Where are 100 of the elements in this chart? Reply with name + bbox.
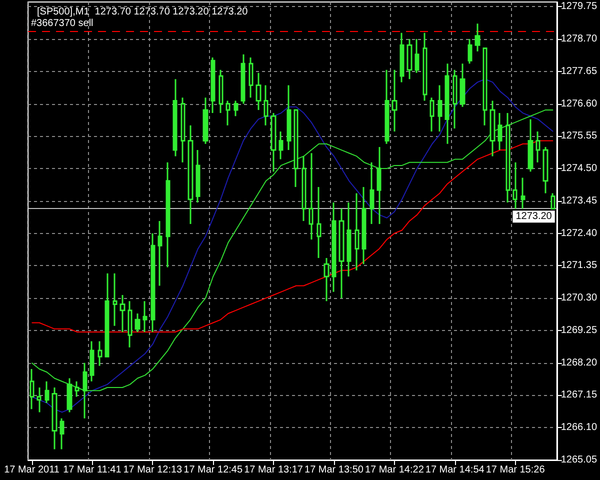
candlestick: [422, 32, 428, 102]
candlestick: [506, 112, 510, 204]
candlestick: [112, 272, 118, 327]
x-tick-label: 17 Mar 13:50: [304, 464, 364, 476]
candlestick: [498, 112, 502, 151]
x-tick-label: 17 Mar 12:45: [184, 464, 243, 476]
candlestick: [542, 146, 548, 194]
candlestick: [376, 146, 382, 225]
candlestick: [392, 69, 398, 132]
line-series: [31, 109, 554, 392]
candlestick: [414, 38, 420, 74]
candlestick: [294, 109, 298, 188]
candlestick: [98, 340, 102, 367]
candlestick: [324, 257, 330, 302]
candlestick: [196, 149, 200, 204]
x-tick-label: 17 Mar 13:17: [244, 464, 304, 476]
y-tick-label: 1266.10: [560, 422, 598, 434]
candlestick: [460, 62, 466, 108]
candlestick: [302, 155, 306, 222]
candlestick: [512, 162, 518, 210]
y-tick-label: 1274.50: [560, 163, 598, 174]
candlestick: [256, 72, 262, 111]
candlestick: [30, 368, 34, 410]
candlestick: [444, 62, 450, 145]
x-tick-label: 17 Mar 11:41: [63, 464, 122, 476]
y-tick-label: 1277.65: [560, 66, 598, 77]
candlestick: [166, 162, 170, 268]
candlestick: [286, 84, 292, 151]
candlestick: [264, 84, 268, 126]
candlestick: [528, 118, 534, 172]
candlestick: [180, 96, 186, 164]
candlestick: [550, 192, 556, 210]
y-tick-label: 1271.35: [560, 260, 598, 272]
candlestick: [104, 272, 110, 358]
candlestick: [66, 378, 72, 413]
candlestick: [370, 162, 374, 225]
candlestick: [188, 124, 194, 225]
candlestick: [362, 186, 366, 265]
y-tick-label: 1273.45: [560, 195, 598, 206]
y-tick-label: 1270.30: [560, 292, 598, 304]
candlestick: [60, 418, 64, 450]
candlestick: [452, 69, 458, 130]
candlestick: [430, 96, 434, 132]
candlestick: [226, 100, 230, 126]
x-tick-label: 17 Mar 12:13: [123, 464, 183, 476]
candlestick: [90, 340, 94, 382]
candlestick: [354, 192, 360, 272]
candlestick: [490, 100, 496, 157]
candlestick: [474, 22, 480, 52]
candlestick: [438, 84, 442, 132]
candlestick: [234, 100, 238, 117]
y-tick-label: 1265.05: [560, 454, 598, 466]
candlestick: [142, 300, 148, 333]
y-tick-label: 1268.20: [560, 357, 598, 368]
candlestick: [44, 380, 50, 404]
candlestick: [468, 38, 472, 64]
candlestick: [406, 38, 412, 80]
candlestick: [150, 232, 156, 333]
candlestick: [120, 294, 126, 333]
candlestick: [202, 96, 208, 145]
candlestick: [134, 312, 140, 333]
ref-line-label: 1273.20: [516, 211, 552, 222]
candlestick: [74, 380, 80, 398]
candlestick: [400, 32, 404, 83]
candlestick: [338, 208, 344, 299]
candlestick: [128, 300, 132, 348]
y-tick-label: 1267.15: [560, 390, 598, 401]
candlestick: [240, 54, 246, 105]
y-tick-label: 1276.60: [560, 98, 598, 110]
candlestick: [52, 386, 58, 450]
line-series: [31, 140, 554, 333]
candlestick: [218, 69, 224, 114]
candlestick: [482, 48, 488, 126]
candlestick: [210, 56, 216, 114]
line-series: [31, 78, 554, 413]
y-tick-label: 1278.70: [560, 34, 598, 45]
candlestick: [278, 130, 284, 160]
candlestick: [308, 152, 314, 240]
candlestick: [332, 202, 336, 293]
y-tick-label: 1275.55: [560, 130, 598, 142]
chart-title: [SP500],M1 1273.70 1273.70 1273.20 1273.20: [37, 6, 248, 18]
candlestick: [346, 202, 352, 278]
candlestick: [520, 177, 526, 210]
candlestick: [248, 56, 254, 98]
candlestick: [316, 186, 322, 259]
y-tick-label: 1279.75: [560, 1, 598, 12]
candlestick: [384, 69, 390, 145]
candlestick: [158, 220, 162, 286]
candlestick: [36, 386, 42, 413]
candlestick: [172, 78, 178, 157]
ref-line-label: #3667370 sell: [31, 18, 94, 29]
x-tick-label: 17 Mar 14:54: [425, 464, 485, 476]
candlestick: [82, 362, 88, 420]
x-tick-label: 17 Mar 14:22: [364, 464, 424, 476]
candlestick: [536, 130, 540, 164]
x-tick-label: 17 Mar 2011: [4, 464, 60, 476]
candlestick: [270, 112, 276, 172]
y-tick-label: 1269.25: [560, 324, 598, 336]
x-tick-label: 17 Mar 15:26: [486, 464, 546, 476]
y-tick-label: 1272.40: [560, 228, 598, 239]
